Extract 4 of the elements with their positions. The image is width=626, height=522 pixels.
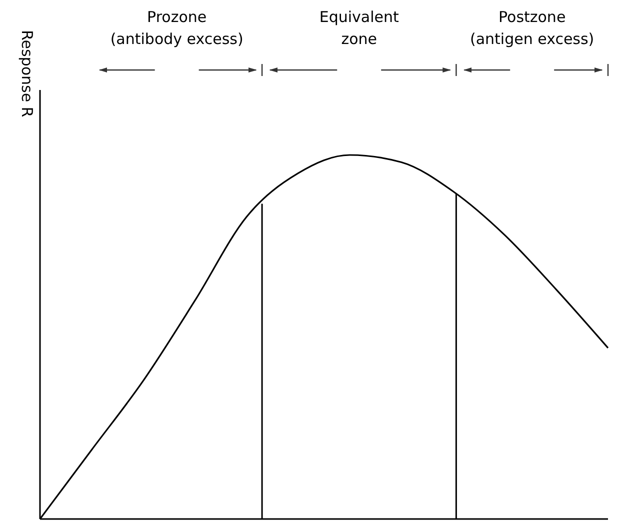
- text: Postzone (antigen excess): [470, 8, 594, 48]
- text: Prozone (antibody excess): [110, 8, 244, 48]
- text: Equivalent zone: [319, 8, 399, 48]
- y-axis-title: Response R: [18, 30, 36, 118]
